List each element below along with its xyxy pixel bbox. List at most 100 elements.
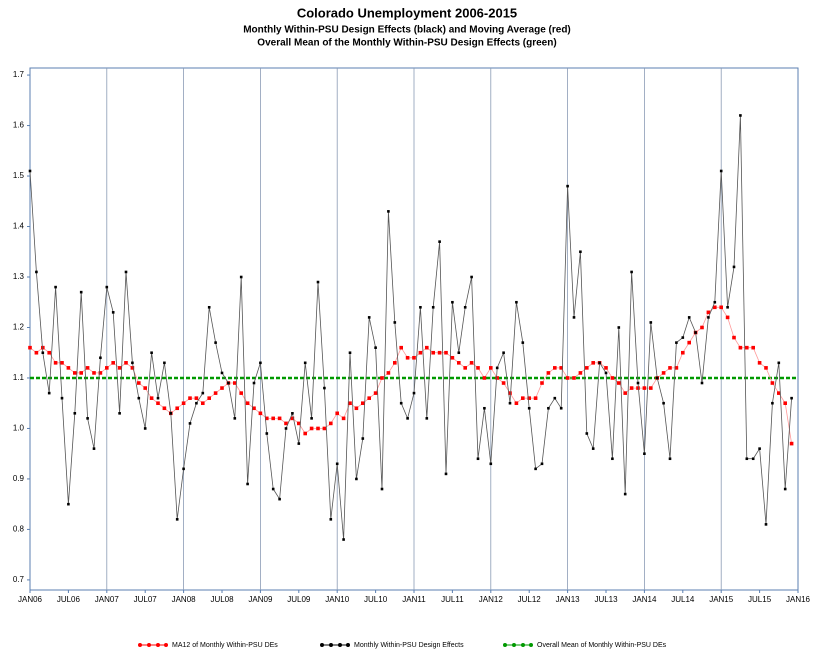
data-point xyxy=(739,114,742,117)
data-point xyxy=(700,381,704,385)
x-tick-label: JUL12 xyxy=(518,595,542,604)
data-point xyxy=(450,355,455,360)
y-tick-label: 1.7 xyxy=(13,70,25,79)
data-point xyxy=(252,406,256,411)
data-point xyxy=(92,371,96,375)
data-point xyxy=(201,401,205,406)
data-point xyxy=(265,416,269,421)
data-point xyxy=(291,412,294,415)
data-point xyxy=(649,321,653,324)
data-point xyxy=(207,396,211,400)
legend-marker xyxy=(138,643,142,647)
data-point xyxy=(143,427,147,430)
data-point xyxy=(700,325,704,330)
data-point xyxy=(53,361,58,365)
data-point xyxy=(515,300,518,304)
legend-marker xyxy=(521,643,525,647)
data-point xyxy=(245,401,250,406)
x-tick-label: JUL10 xyxy=(364,595,388,604)
data-point xyxy=(444,350,448,355)
data-point xyxy=(662,401,665,405)
data-point xyxy=(316,426,320,431)
data-point xyxy=(105,285,109,289)
x-tick-label: JUL14 xyxy=(671,595,695,604)
data-point xyxy=(98,371,103,375)
data-point xyxy=(335,462,339,466)
data-point xyxy=(771,401,774,405)
x-tick-label: JAN11 xyxy=(402,595,426,604)
data-point xyxy=(649,386,653,390)
data-point xyxy=(380,487,384,491)
data-point xyxy=(297,442,301,445)
data-point xyxy=(60,396,64,400)
data-point xyxy=(258,411,263,416)
data-point xyxy=(629,386,634,390)
data-point xyxy=(60,361,64,365)
data-point xyxy=(28,169,32,173)
legend-label: MA12 of Monthly Within-PSU DEs xyxy=(172,642,278,649)
data-point xyxy=(540,462,544,466)
data-point xyxy=(476,457,480,461)
data-point xyxy=(143,386,147,390)
data-point xyxy=(303,361,307,365)
data-point xyxy=(374,346,377,349)
y-tick-label: 0.7 xyxy=(13,575,25,584)
data-point xyxy=(591,361,595,365)
data-point xyxy=(451,300,454,304)
data-point xyxy=(725,315,730,320)
data-point xyxy=(508,391,512,395)
data-point xyxy=(329,518,333,521)
x-tick-label: JAN14 xyxy=(632,595,657,604)
x-tick-label: JUL15 xyxy=(748,595,772,604)
x-tick-label: JUL09 xyxy=(287,595,311,604)
data-point xyxy=(636,386,640,390)
data-point xyxy=(457,351,461,355)
legend-marker xyxy=(529,643,533,647)
data-point xyxy=(406,417,409,420)
data-point xyxy=(566,184,569,188)
legend-marker xyxy=(329,643,333,647)
data-point xyxy=(367,316,371,319)
data-point xyxy=(751,457,755,461)
data-point xyxy=(789,441,794,446)
x-tick-label: JAN06 xyxy=(18,595,43,604)
chart-subtitle: Overall Mean of the Monthly Within-PSU D… xyxy=(257,38,556,49)
data-point xyxy=(732,335,736,340)
data-point xyxy=(156,401,160,406)
data-point xyxy=(412,355,416,360)
data-point xyxy=(175,518,179,521)
data-point xyxy=(719,169,723,173)
data-point xyxy=(687,316,691,319)
data-point xyxy=(482,376,487,380)
data-point xyxy=(342,538,345,541)
data-point xyxy=(252,381,256,385)
data-point xyxy=(694,331,697,334)
data-point xyxy=(463,305,467,309)
chart-subtitle: Monthly Within-PSU Design Effects (black… xyxy=(243,25,571,36)
data-point xyxy=(419,305,422,309)
data-point xyxy=(111,311,115,314)
data-point xyxy=(610,376,615,380)
data-point xyxy=(572,316,576,319)
data-point xyxy=(732,265,736,269)
data-point xyxy=(361,437,365,440)
data-point xyxy=(431,305,435,309)
data-point xyxy=(86,417,89,420)
data-point xyxy=(547,406,550,410)
data-point xyxy=(469,361,474,365)
data-point xyxy=(579,250,582,254)
y-tick-label: 1.6 xyxy=(13,121,25,130)
y-tick-label: 1.3 xyxy=(13,272,25,281)
data-point xyxy=(137,381,141,385)
data-point xyxy=(598,361,601,365)
data-point xyxy=(726,305,729,309)
data-point xyxy=(117,366,122,370)
data-point xyxy=(92,447,96,450)
data-point xyxy=(265,432,269,435)
legend-label: Overall Mean of Monthly Within-PSU DEs xyxy=(537,642,667,649)
data-point xyxy=(643,452,646,455)
data-point xyxy=(636,381,640,385)
data-point xyxy=(188,396,192,400)
data-point xyxy=(348,401,352,406)
legend-marker xyxy=(338,643,342,647)
